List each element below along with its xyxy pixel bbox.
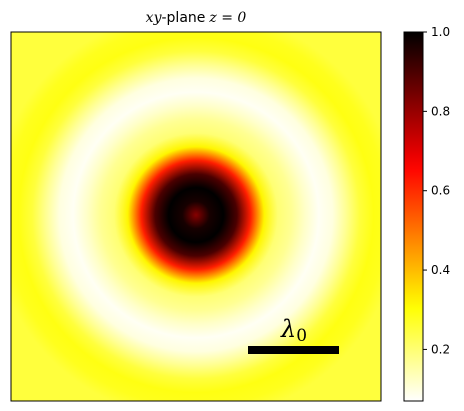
- plot-frame: [10, 31, 382, 402]
- colorbar-tick-label: 0.4: [431, 263, 450, 277]
- scalebar-bar: [248, 346, 339, 354]
- colorbar-tick-label: 0.6: [431, 184, 450, 198]
- colorbar-tick-label: 1.0: [431, 25, 450, 39]
- colorbar: 0.2 0.4 0.6 0.8 1.0: [403, 25, 450, 402]
- title-suffix: z = 0: [208, 10, 246, 26]
- plot-area: [10, 31, 382, 402]
- title-prefix: xy: [146, 10, 163, 26]
- heatmap-image: [11, 32, 381, 401]
- colorbar-ticks: 0.2 0.4 0.6 0.8 1.0: [423, 25, 450, 356]
- colorbar-tick-label: 0.2: [431, 342, 450, 356]
- scalebar-label-sub: 0: [296, 326, 307, 346]
- colorbar-fill: [404, 32, 423, 401]
- chart-title: xy-plane z = 0: [146, 10, 247, 26]
- title-text: -plane: [161, 10, 205, 26]
- scalebar-label: λ0: [280, 315, 307, 346]
- scalebar: λ0: [248, 315, 339, 354]
- scalebar-label-main: λ: [280, 315, 296, 343]
- colorbar-frame: [403, 31, 424, 402]
- colorbar-tick-label: 0.8: [431, 104, 450, 118]
